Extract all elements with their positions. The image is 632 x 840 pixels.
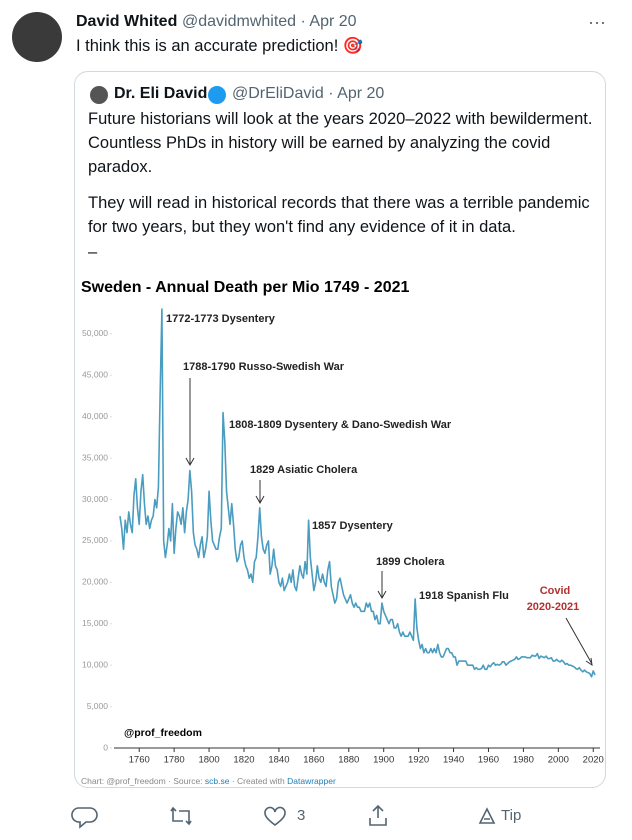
annotation: 1918 Spanish Flu xyxy=(419,590,509,602)
annotation: 2020-2021 xyxy=(527,601,580,613)
y-tick-label: 10,000 xyxy=(82,659,108,669)
x-tick-label: 1840 xyxy=(268,755,289,766)
footer-text: Chart: @prof_freedom · Source: xyxy=(81,776,205,786)
annotation: 1857 Dysentery xyxy=(312,520,394,532)
tip-icon[interactable] xyxy=(478,807,496,824)
quote-handle[interactable]: @DrEliDavid · Apr 20 xyxy=(232,85,385,102)
author-handle[interactable]: @davidmwhited · Apr 20 xyxy=(182,13,357,30)
y-tick-label: 20,000 xyxy=(82,577,108,587)
arrow xyxy=(185,378,195,467)
x-tick-label: 1820 xyxy=(233,755,254,766)
y-tick-label: 5,000 xyxy=(87,701,109,711)
footer-link[interactable]: scb.se xyxy=(205,776,230,786)
y-tick-label: 25,000 xyxy=(82,535,108,545)
y-tick-label: 45,000 xyxy=(82,370,108,380)
x-tick-label: 1800 xyxy=(198,755,219,766)
y-tick-label: 40,000 xyxy=(82,411,108,421)
quote-avatar xyxy=(90,86,108,104)
x-tick-label: 1920 xyxy=(408,755,429,766)
avatar[interactable] xyxy=(12,12,62,62)
retweet-icon[interactable] xyxy=(170,806,192,826)
arrow xyxy=(377,571,387,600)
annotation: 1808-1809 Dysentery & Dano-Swedish War xyxy=(229,419,452,431)
annotation: 1772-1773 Dysentery xyxy=(166,313,276,325)
x-tick-label: 1980 xyxy=(513,755,534,766)
annotation: 1788-1790 Russo-Swedish War xyxy=(183,361,345,373)
annotation: Covid xyxy=(540,585,571,597)
arrows xyxy=(185,378,593,667)
quote-paragraph: – xyxy=(88,243,98,261)
reply-icon[interactable] xyxy=(71,807,98,829)
like-count: 3 xyxy=(297,807,305,824)
x-tick-label: 1760 xyxy=(129,755,150,766)
x-tick-label: 2020 xyxy=(583,755,604,766)
quote-box[interactable] xyxy=(74,71,606,788)
x-tick-label: 1860 xyxy=(303,755,324,766)
arrow xyxy=(255,480,265,505)
x-tick-label: 1880 xyxy=(338,755,359,766)
x-tick-label: 1780 xyxy=(164,755,185,766)
tip-label[interactable]: Tip xyxy=(501,807,521,824)
action-bar: 3 Tip xyxy=(71,804,521,829)
chart-footer: Chart: @prof_freedom · Source: scb.se · … xyxy=(81,776,336,786)
quote-name[interactable]: Dr. Eli David xyxy=(114,85,208,102)
like-icon[interactable] xyxy=(264,806,286,827)
annotation: 1829 Asiatic Cholera xyxy=(250,464,358,476)
share-icon[interactable] xyxy=(369,804,387,826)
chart-credit: @prof_freedom xyxy=(124,727,202,739)
footer-text: · Created with xyxy=(229,776,287,786)
data-line xyxy=(119,308,596,678)
tweet-text: I think this is an accurate prediction! … xyxy=(76,37,364,55)
y-tick-label: 15,000 xyxy=(82,618,108,628)
quote-paragraph: They will read in historical records tha… xyxy=(88,194,590,236)
x-tick-label: 1960 xyxy=(478,755,499,766)
y-tick-label: 30,000 xyxy=(82,494,108,504)
x-tick-label: 1900 xyxy=(373,755,394,766)
arrow xyxy=(565,617,593,667)
x-tick-label: 2000 xyxy=(548,755,569,766)
x-tick-label: 1940 xyxy=(443,755,464,766)
y-tick-label: 0 xyxy=(103,742,108,752)
y-tick-label: 35,000 xyxy=(82,452,108,462)
annotation: 1899 Cholera xyxy=(376,556,445,568)
quote-paragraph: Future historians will look at the years… xyxy=(88,110,593,176)
author-name[interactable]: David Whited xyxy=(76,13,178,30)
verified-badge xyxy=(208,86,226,104)
more[interactable]: ··· xyxy=(588,12,606,32)
chart-title: Sweden - Annual Death per Mio 1749 - 202… xyxy=(81,279,409,296)
footer-link[interactable]: Datawrapper xyxy=(287,776,336,786)
y-tick-label: 50,000 xyxy=(82,328,108,338)
